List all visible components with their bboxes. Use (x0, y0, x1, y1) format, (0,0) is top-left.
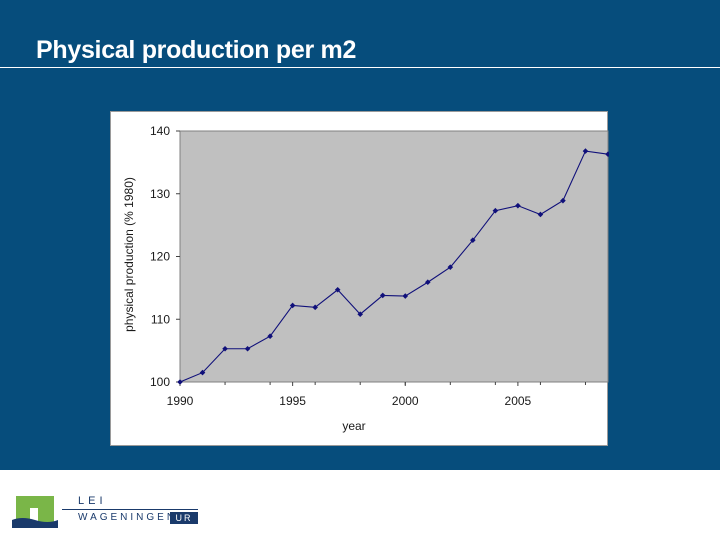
chart-panel: 100 110 120 130 140 1990 1995 2000 2005 year ph… (110, 111, 609, 446)
x-tick-label: 1990 (167, 394, 194, 408)
data-point (515, 202, 521, 209)
y-axis-label: physical production (% 1980) (122, 177, 136, 332)
data-point (267, 333, 273, 339)
x-tick-label: 2005 (505, 394, 532, 408)
slide-title: Physical production per m2 (36, 36, 357, 64)
plot-area (179, 130, 609, 383)
series-layer (177, 148, 609, 385)
x-axis-label: year (342, 419, 365, 433)
data-point (244, 345, 251, 352)
data-point (537, 211, 544, 218)
logo-badge-ur: UR (170, 512, 198, 524)
wageningen-logo-icon (12, 496, 58, 528)
data-point (334, 286, 341, 293)
y-tick-label: 130 (150, 187, 170, 201)
footer (0, 470, 720, 540)
series-line (179, 150, 609, 383)
data-point (289, 302, 296, 309)
y-tick-label: 110 (151, 312, 170, 326)
logo-text-lei: LEI (78, 495, 107, 507)
line-chart: 100 110 120 130 140 1990 1995 2000 2005 year ph… (122, 124, 609, 433)
title-divider (0, 67, 720, 68)
data-point (402, 293, 409, 299)
logo-text-wageningen: WAGENINGEN (78, 512, 178, 523)
data-point (470, 237, 476, 243)
y-tick-label: 140 (150, 124, 170, 138)
data-point (582, 148, 589, 154)
x-tick-label: 2000 (392, 394, 419, 408)
data-point (605, 151, 609, 158)
data-point (447, 264, 454, 270)
logo-divider (62, 509, 198, 510)
y-tick-label: 100 (150, 375, 170, 389)
data-point (492, 207, 499, 214)
data-point (312, 304, 318, 311)
data-point (177, 379, 183, 385)
x-axis-ticks: 1990 1995 2000 2005 (167, 382, 586, 408)
data-point (379, 292, 386, 299)
data-point (560, 197, 566, 204)
data-point (357, 311, 364, 318)
x-tick-label: 1995 (279, 394, 306, 408)
data-point (424, 279, 431, 286)
y-tick-label: 120 (150, 250, 170, 264)
y-axis-ticks: 100 110 120 130 140 (150, 124, 180, 389)
